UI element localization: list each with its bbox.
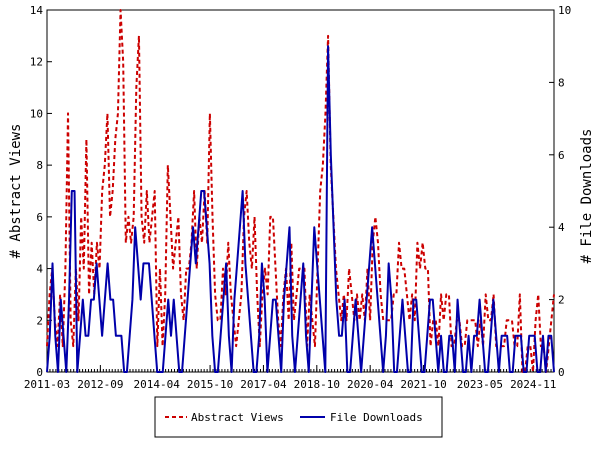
series-layer [46, 9, 555, 373]
y2-tick-label: 6 [558, 149, 565, 162]
legend: Abstract Views File Downloads [154, 396, 443, 438]
series-line-abstract-views [46, 9, 555, 373]
x-tick-label: 2020-04 [347, 378, 394, 391]
y-tick-label: 4 [36, 263, 43, 276]
series-line-file-downloads [46, 45, 555, 373]
y2-tick-label: 0 [558, 366, 565, 379]
legend-box [154, 396, 443, 438]
y-tick-label: 10 [30, 107, 43, 120]
x-tick-label: 2023-05 [457, 378, 503, 391]
y2-tick-label: 8 [558, 76, 565, 89]
y-axis-ticks: 0 2 4 6 8 10 12 14 [30, 4, 52, 379]
x-axis-ticks: 2011-03 2012-09 2014-04 2015-10 2017-04 2018-… [24, 365, 556, 391]
legend-label-file-downloads: File Downloads [330, 411, 423, 424]
y-tick-label: 12 [30, 56, 43, 69]
x-tick-label: 2018-10 [294, 378, 340, 391]
y2-axis-title: # File Downloads [579, 129, 595, 264]
y-tick-label: 0 [36, 366, 43, 379]
y-tick-label: 6 [36, 211, 43, 224]
y2-tick-label: 2 [558, 294, 565, 307]
x-tick-label: 2021-10 [400, 378, 446, 391]
y-axis-title: # Abstract Views [8, 124, 24, 259]
y-tick-label: 14 [30, 4, 44, 17]
x-tick-label: 2017-04 [240, 378, 287, 391]
x-tick-label: 2015-10 [187, 378, 233, 391]
y2-axis-ticks: 0 2 4 6 8 10 [549, 4, 571, 379]
x-tick-label: 2014-04 [134, 378, 181, 391]
x-tick-label: 2012-09 [77, 378, 123, 391]
legend-label-abstract-views: Abstract Views [191, 411, 284, 424]
y-tick-label: 8 [36, 159, 43, 172]
x-tick-label: 2011-03 [24, 378, 70, 391]
y-tick-label: 2 [36, 314, 43, 327]
y2-tick-label: 10 [558, 4, 571, 17]
y2-tick-label: 4 [558, 221, 565, 234]
x-tick-label: 2024-11 [510, 378, 556, 391]
